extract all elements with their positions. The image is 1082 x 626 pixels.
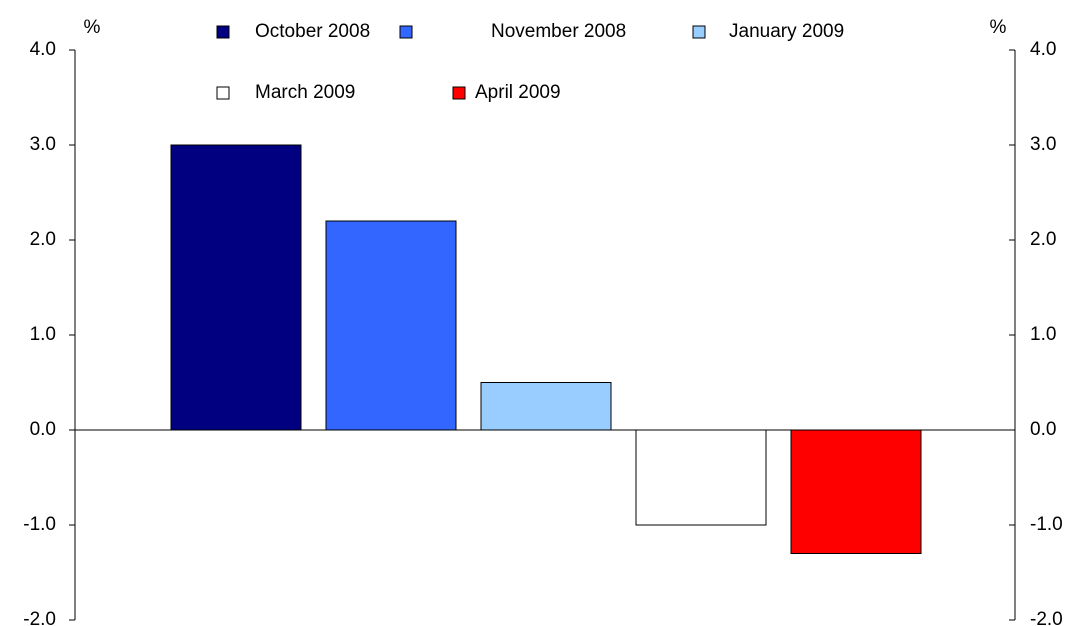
y2-axis-label: % [990, 17, 1007, 38]
y-tick-label: -1.0 [23, 514, 56, 535]
legend-marker [399, 25, 413, 39]
y2-tick-label: -1.0 [1030, 514, 1063, 535]
y2-tick-label: 3.0 [1030, 134, 1056, 155]
bar [480, 382, 612, 431]
legend-marker [692, 25, 706, 39]
legend-label: January 2009 [729, 21, 844, 42]
legend-marker [216, 86, 230, 100]
y2-tick-label: -2.0 [1030, 609, 1063, 626]
bar [635, 429, 767, 526]
legend-label: November 2008 [491, 21, 626, 42]
y-tick-label: -2.0 [23, 609, 56, 626]
y-tick-label: 2.0 [30, 229, 56, 250]
y-tick-label: 0.0 [30, 419, 56, 440]
legend-marker [452, 86, 466, 100]
legend-label: October 2008 [255, 21, 370, 42]
y-tick-label: 4.0 [30, 39, 56, 60]
y2-tick-label: 1.0 [1030, 324, 1056, 345]
y2-tick-label: 4.0 [1030, 39, 1056, 60]
bar [790, 429, 922, 554]
bar [170, 144, 302, 431]
y2-tick-label: 2.0 [1030, 229, 1056, 250]
legend-label: March 2009 [255, 82, 355, 103]
y-axis-label: % [84, 17, 101, 38]
legend-label: April 2009 [475, 82, 561, 103]
y2-tick-label: 0.0 [1030, 419, 1056, 440]
legend-marker [216, 25, 230, 39]
y-tick-label: 1.0 [30, 324, 56, 345]
y-tick-label: 3.0 [30, 134, 56, 155]
bar [325, 220, 457, 431]
